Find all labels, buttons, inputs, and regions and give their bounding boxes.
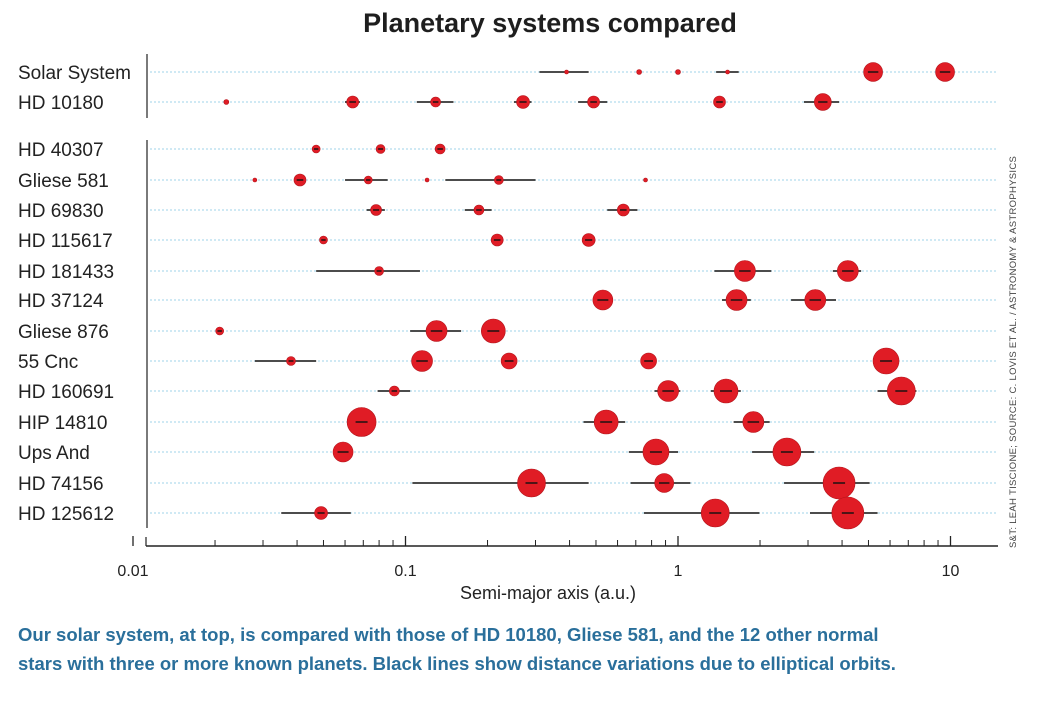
planet-dot [643,177,648,183]
row-label: HD 160691 [18,382,114,403]
chart-svg: Solar System HD 10180 HD 40307 Gliese 581 HD… [18,54,1019,603]
row-label: Gliese 876 [18,322,109,343]
row-label: Solar System [18,63,131,84]
x-tick-label: 10 [942,563,960,580]
row-label: HIP 14810 [18,413,107,434]
x-axis: 0.01 0.1 1 10 [117,536,998,580]
x-tick-label: 0.1 [394,563,416,580]
x-axis-label: Semi-major axis (a.u.) [460,583,636,603]
credit-line: S&T: LEAH TISCIONE; SOURCE: C. LOVIS ET … [1008,156,1019,548]
planet-dot [636,69,642,75]
row-label: HD 37124 [18,291,104,312]
row-label: HD 10180 [18,93,104,114]
row-label: 55 Cnc [18,352,78,373]
row-label: Gliese 581 [18,171,109,192]
row-label: HD 74156 [18,474,104,495]
row-label: Ups And [18,443,90,464]
caption-line-2: stars with three or more known planets. … [18,653,896,674]
planet-dot [564,69,569,75]
caption: Our solar system, at top, is compared wi… [18,620,1038,678]
planet-dot [424,177,430,183]
chart-title: Planetary systems compared [363,8,737,38]
x-tick-label: 1 [674,563,683,580]
planet-dot [252,177,258,183]
planet-dot [675,69,681,75]
row-labels: Solar System HD 10180 HD 40307 Gliese 581 HD… [18,63,131,525]
grid-layer [150,71,998,514]
planet-dots [215,62,955,530]
row-label: HD 125612 [18,504,114,525]
row-label: HD 115617 [18,231,113,252]
row-label: HD 181433 [18,262,114,283]
row-label: HD 40307 [18,140,104,161]
caption-line-1: Our solar system, at top, is compared wi… [18,624,879,645]
row-label: HD 69830 [18,201,104,222]
planet-dot [725,69,730,75]
x-tick-label: 0.01 [117,563,148,580]
planet-dot [223,99,230,105]
